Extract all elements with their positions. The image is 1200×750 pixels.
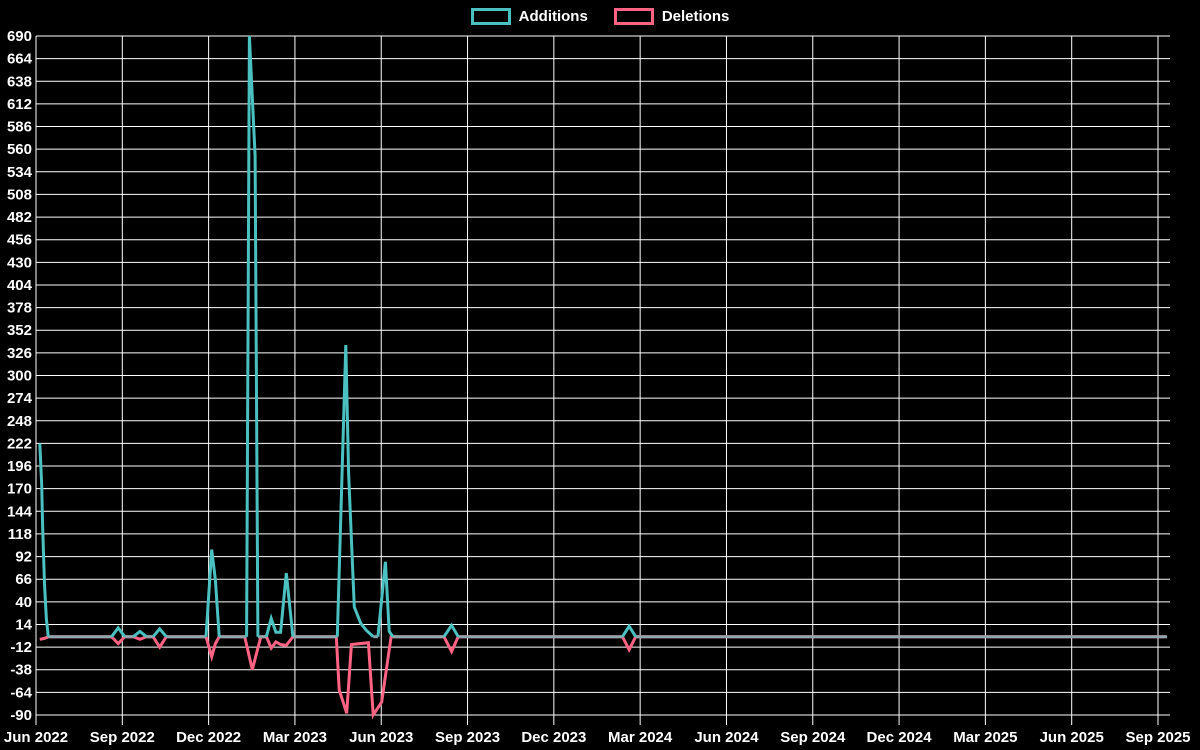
additions-legend-swatch	[470, 8, 511, 25]
deletions-legend-swatch	[613, 8, 654, 25]
y-tick-label: 430	[7, 254, 32, 271]
x-tick-label: Mar 2023	[263, 729, 327, 746]
y-tick-label: 326	[7, 345, 32, 362]
y-tick-label: 222	[7, 435, 32, 452]
y-axis-labels: 690 664 638 612 586 560 534 508 482 456 430 404 378 3…	[7, 28, 33, 724]
y-tick-label: 664	[7, 51, 33, 68]
chart-legend: Additions Deletions	[0, 8, 1200, 25]
x-tick-label: Sep 2023	[435, 729, 500, 746]
y-tick-label: 118	[8, 526, 32, 543]
y-tick-label: 508	[7, 186, 32, 203]
x-tick-label: Jun 2022	[4, 729, 68, 746]
y-tick-label: 534	[7, 164, 33, 181]
y-tick-label: 456	[7, 232, 32, 249]
y-tick-label: -64	[10, 684, 32, 701]
x-tick-label: Mar 2025	[953, 729, 1017, 746]
x-tick-label: Sep 2024	[780, 729, 846, 746]
y-tick-label: 482	[7, 209, 32, 226]
gridlines	[35, 35, 1170, 725]
x-axis-labels: Jun 2022 Sep 2022 Dec 2022 Mar 2023 Jun 2023…	[4, 729, 1191, 746]
y-tick-label: -38	[10, 662, 32, 679]
y-tick-label: 40	[15, 594, 32, 611]
deletions-legend-label: Deletions	[661, 8, 730, 25]
y-tick-label: 274	[7, 390, 33, 407]
y-tick-label: -12	[10, 639, 32, 656]
additions-legend-label: Additions	[518, 8, 588, 25]
y-tick-label: 196	[7, 458, 32, 475]
y-tick-label: 378	[7, 300, 32, 317]
x-tick-label: Dec 2022	[176, 729, 241, 746]
y-tick-label: 92	[15, 549, 32, 566]
y-tick-label: 612	[7, 96, 32, 113]
x-tick-label: Dec 2024	[867, 729, 933, 746]
y-tick-label: 300	[7, 368, 32, 385]
y-tick-label: 248	[7, 413, 32, 430]
y-tick-label: 14	[15, 616, 32, 633]
y-tick-label: 638	[7, 73, 32, 90]
x-tick-label: Jun 2025	[1040, 729, 1104, 746]
y-tick-label: 352	[7, 322, 32, 339]
x-tick-label: Jun 2023	[349, 729, 413, 746]
y-tick-label: 586	[7, 119, 32, 136]
y-tick-label: 144	[7, 503, 33, 520]
y-tick-label: 560	[7, 141, 32, 158]
y-tick-label: 66	[15, 571, 32, 588]
y-tick-label: 170	[7, 481, 32, 498]
x-tick-label: Sep 2025	[1125, 729, 1190, 746]
y-tick-label: 690	[7, 28, 32, 45]
legend-item-deletions[interactable]: Deletions	[613, 8, 730, 25]
y-tick-label: -90	[10, 707, 32, 724]
x-tick-label: Mar 2024	[608, 729, 673, 746]
x-tick-label: Sep 2022	[90, 729, 155, 746]
x-tick-label: Dec 2023	[521, 729, 586, 746]
x-tick-label: Jun 2024	[694, 729, 759, 746]
additions-line	[38, 35, 637, 638]
legend-item-additions[interactable]: Additions	[470, 8, 588, 25]
y-tick-label: 404	[7, 277, 33, 294]
